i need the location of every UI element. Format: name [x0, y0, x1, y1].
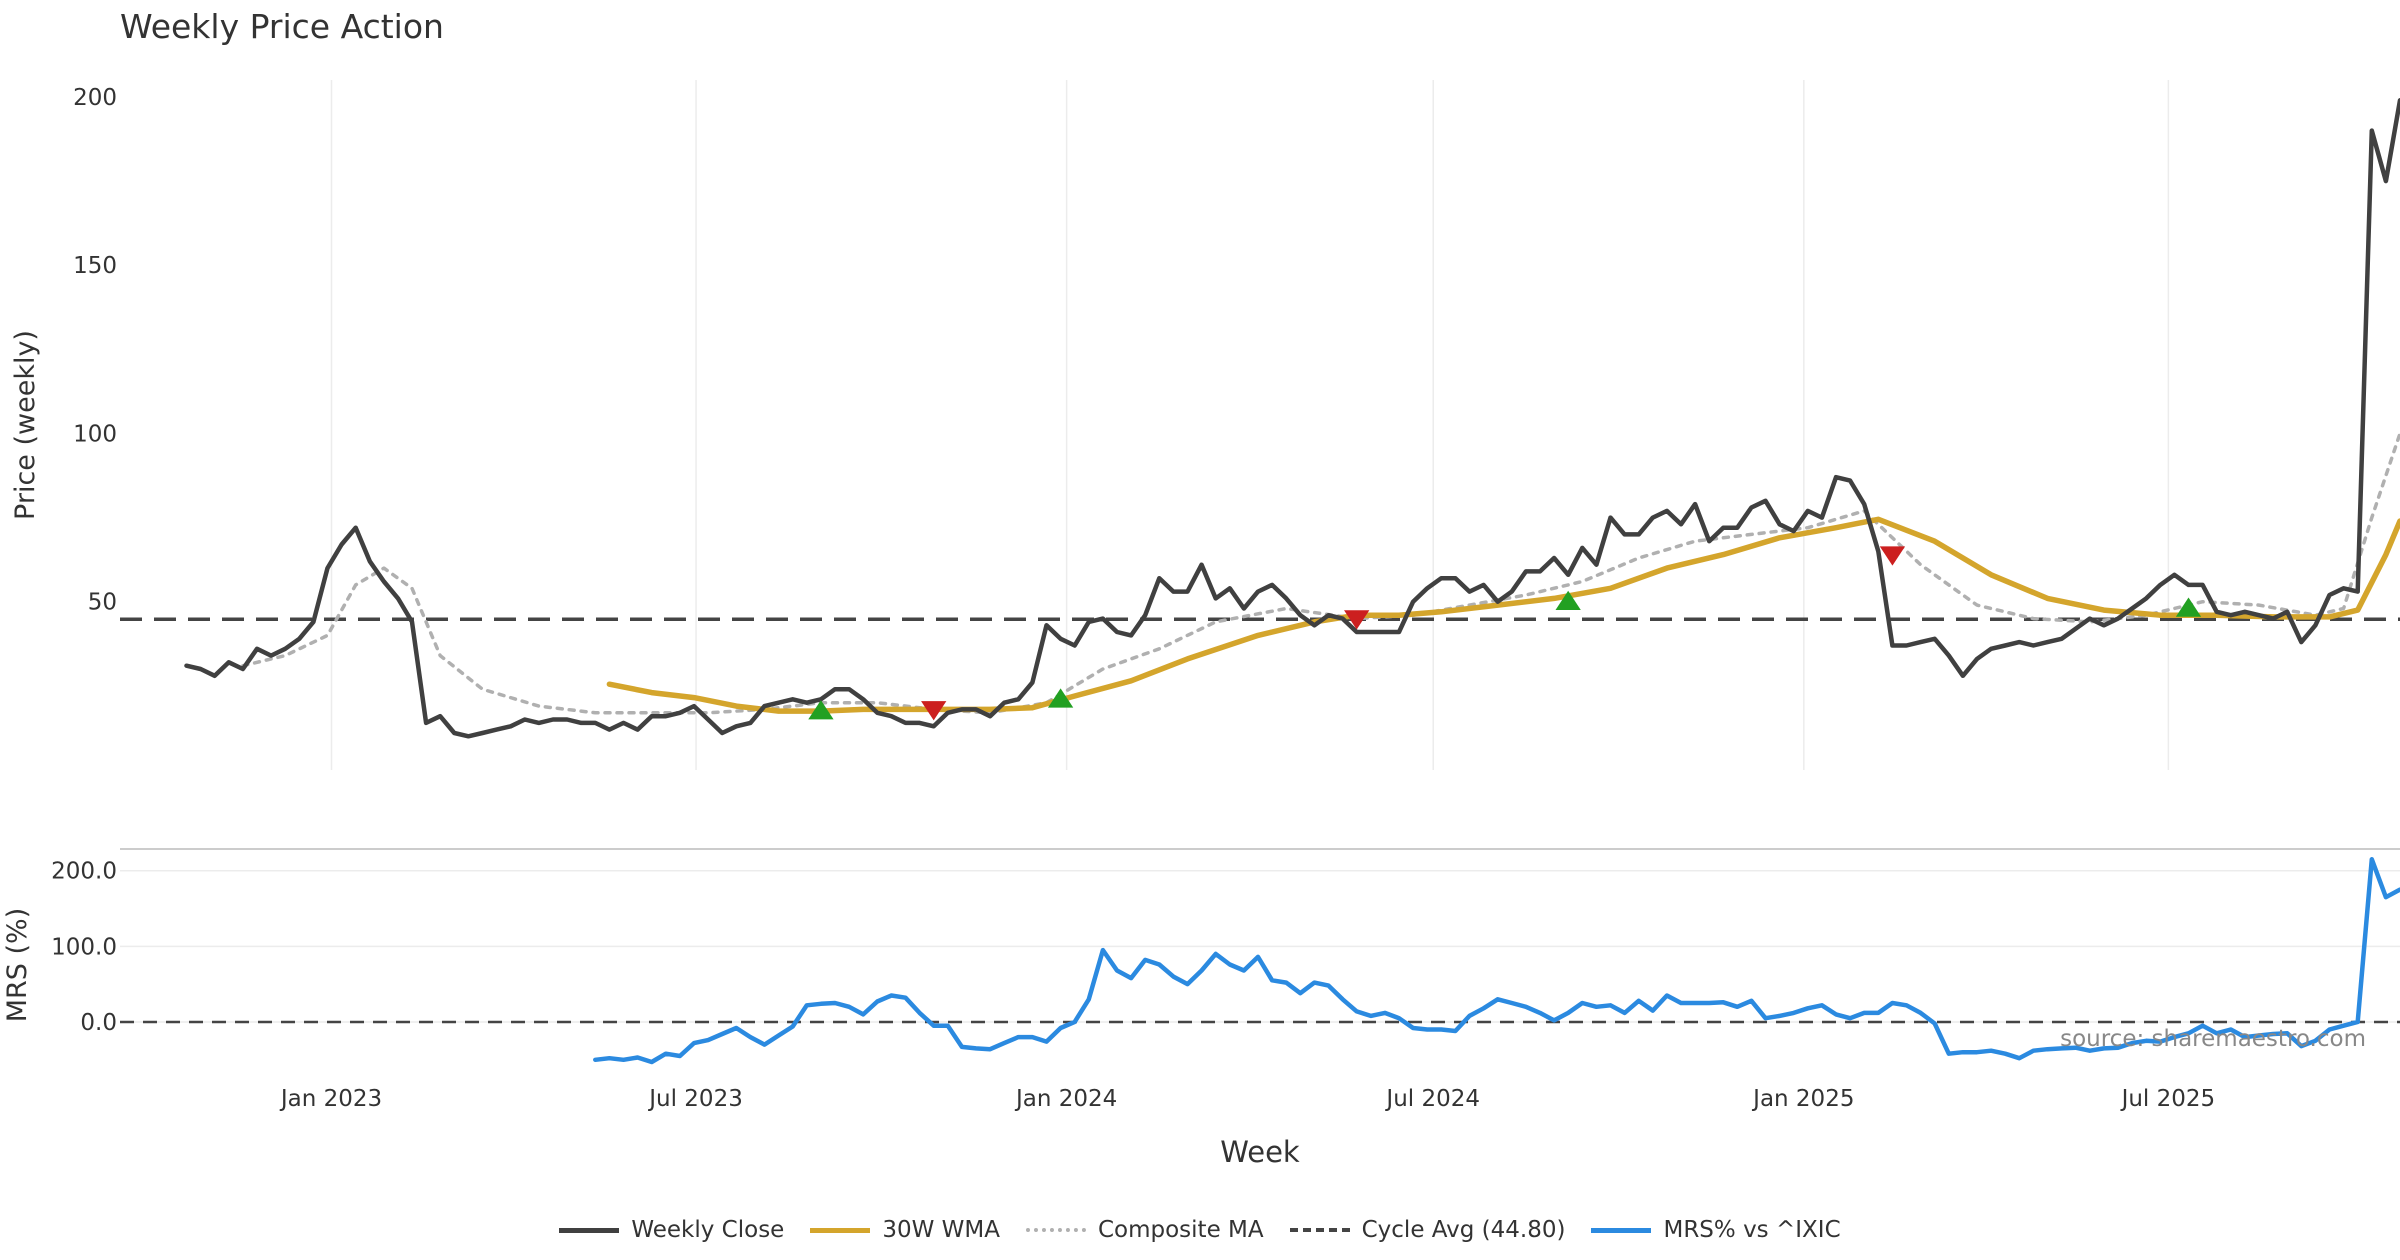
x-tick-label: Jan 2024 [1014, 1086, 1117, 1112]
sell-signal-marker [921, 701, 947, 721]
legend-label-mrs: MRS% vs ^IXIC [1663, 1217, 1841, 1243]
grid [120, 80, 2400, 1023]
mrs-y-tick-label: 0.0 [80, 1010, 117, 1036]
legend-swatch-mrs [1591, 1227, 1652, 1233]
sell-signal-marker [1344, 610, 1370, 630]
reference-lines [120, 617, 2400, 1024]
series [184, 98, 2400, 1065]
axis-ticks: Jan 2023 Jul 2023 Jan 2024 Jul 2024 Jan 2025… [51, 85, 2215, 1112]
buy-signal-marker [808, 700, 834, 720]
mrs-series [593, 857, 2400, 1065]
legend-swatch-composite-ma [1025, 1228, 1086, 1232]
legend-item-cycle-avg: Cycle Avg (44.80) [1289, 1217, 1566, 1243]
legend-swatch-weekly-close [559, 1227, 620, 1233]
chart-title: Weekly Price Action [120, 7, 444, 46]
legend-label-cycle-avg: Cycle Avg (44.80) [1361, 1217, 1566, 1243]
legend: Weekly Close 30W WMA Composite MA Cycle … [0, 1200, 2400, 1260]
buy-signal-marker [1047, 688, 1074, 708]
buy-signal-marker [1555, 590, 1581, 610]
source-annotation: source: sharemaestro.com [2060, 1026, 2366, 1052]
legend-swatch-30w-wma [810, 1227, 871, 1233]
legend-label-composite-ma: Composite MA [1097, 1217, 1264, 1243]
x-tick-label: Jan 2025 [1751, 1086, 1854, 1112]
wma-30w-series [606, 516, 2400, 714]
price-y-axis-label: Price (weekly) [10, 330, 41, 520]
price-y-tick-label: 50 [88, 590, 117, 616]
legend-item-mrs: MRS% vs ^IXIC [1591, 1217, 1841, 1243]
mrs-y-axis-label: MRS (%) [2, 908, 33, 1023]
x-tick-label: Jul 2023 [647, 1086, 743, 1112]
mrs-y-tick-label: 200.0 [51, 859, 117, 885]
mrs-y-tick-label: 100.0 [51, 934, 117, 960]
price-y-tick-label: 100 [73, 421, 117, 447]
signal-markers [808, 546, 2202, 721]
price-y-tick-label: 200 [73, 85, 117, 111]
legend-item-weekly-close: Weekly Close [559, 1217, 784, 1243]
legend-swatch-cycle-avg [1289, 1228, 1350, 1232]
x-tick-label: Jul 2024 [1384, 1086, 1480, 1112]
composite-ma-series [241, 431, 2400, 715]
buy-signal-marker [2175, 597, 2202, 617]
legend-item-30w-wma: 30W WMA [810, 1217, 1000, 1243]
legend-label-30w-wma: 30W WMA [882, 1217, 1000, 1243]
x-axis-label: Week [1220, 1135, 1300, 1169]
x-tick-label: Jul 2025 [2120, 1086, 2216, 1112]
chart: Weekly Price Action Price (weekly) MRS (… [2, 7, 2400, 1169]
legend-item-composite-ma: Composite MA [1025, 1217, 1264, 1243]
x-tick-label: Jan 2023 [279, 1086, 382, 1112]
legend-label-weekly-close: Weekly Close [631, 1217, 785, 1243]
sell-signal-marker [1879, 546, 1906, 566]
weekly-close-series [184, 98, 2400, 739]
price-y-tick-label: 150 [73, 253, 117, 279]
